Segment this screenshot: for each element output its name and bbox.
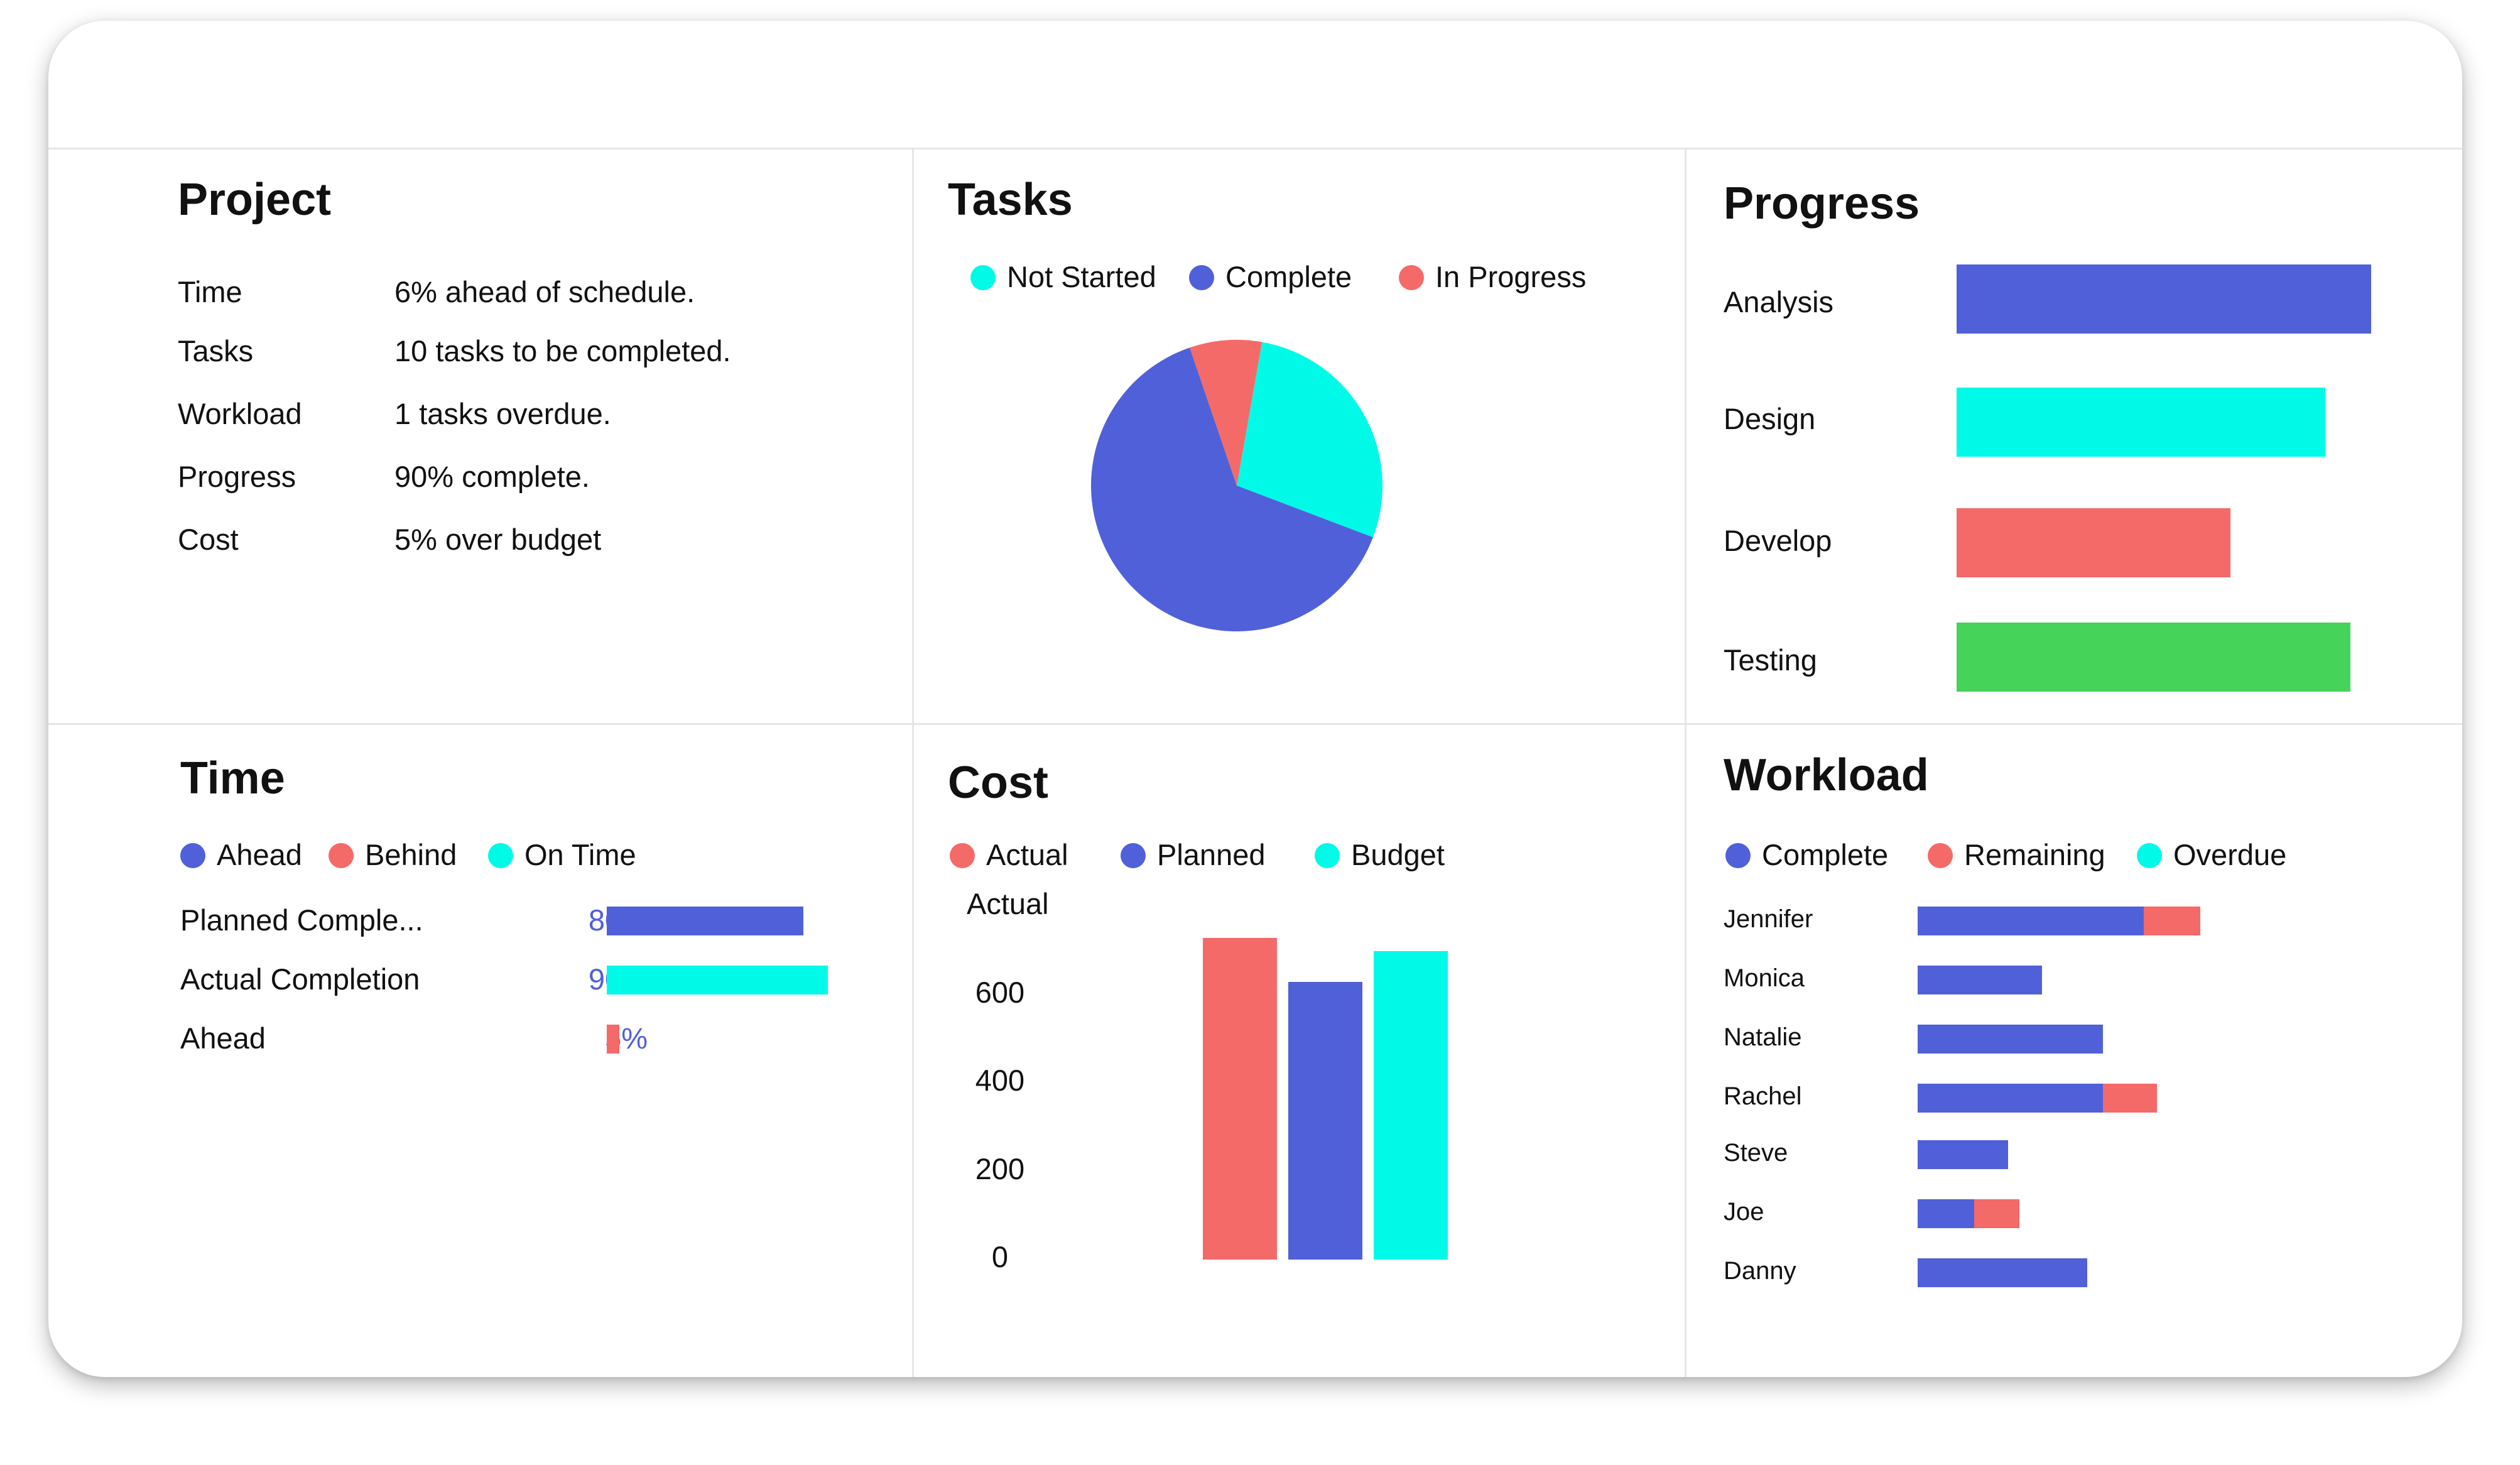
legend-dot-icon <box>1725 843 1751 868</box>
legend-dot-icon <box>1189 265 1214 290</box>
workload-complete-bar <box>1918 907 2144 935</box>
project-row-value: 5% over budget <box>394 523 602 556</box>
progress-label: Design <box>1724 402 1816 435</box>
pie-slice <box>1237 342 1383 538</box>
divider <box>912 150 914 1377</box>
workload-name: Jennifer <box>1724 905 1813 933</box>
project-row-label: Cost <box>178 523 239 556</box>
cost-y-tick: 600 <box>975 976 1025 1009</box>
time-row-label: Planned Comple... <box>180 903 423 937</box>
legend-label: Budget <box>1351 838 1445 871</box>
legend-label: Actual <box>986 838 1068 871</box>
workload-name: Steve <box>1724 1139 1788 1167</box>
workload-name: Rachel <box>1724 1082 1802 1110</box>
legend-label: Complete <box>1225 260 1352 293</box>
workload-complete-bar <box>1918 1199 1974 1228</box>
project-row-label: Time <box>178 275 242 308</box>
project-row-value: 10 tasks to be completed. <box>394 334 731 368</box>
divider <box>1685 150 1686 1377</box>
time-title: Time <box>180 753 285 803</box>
legend-dot-icon <box>1928 843 1953 868</box>
legend-label: Not Started <box>1007 260 1156 293</box>
tasks-pie-chart <box>1091 339 1383 631</box>
workload-remaining-bar <box>2103 1084 2157 1113</box>
dashboard-card: Project Time 6% ahead of schedule. Tasks 10… <box>48 21 2462 1377</box>
pie-slice <box>1190 339 1263 486</box>
time-row-label: Ahead <box>180 1021 266 1055</box>
workload-remaining-bar <box>1974 1199 2019 1228</box>
workload-complete-bar <box>1918 1258 2087 1287</box>
legend-label: Planned <box>1157 838 1266 871</box>
workload-complete-bar <box>1918 966 2042 994</box>
legend-dot-icon <box>1121 843 1146 868</box>
legend-dot-icon <box>1399 265 1424 290</box>
legend-dot-icon <box>488 843 513 868</box>
workload-name: Natalie <box>1724 1023 1802 1051</box>
workload-title: Workload <box>1724 750 1929 800</box>
progress-bar <box>1957 623 2350 692</box>
tasks-title: Tasks <box>948 175 1073 225</box>
legend-label: Overdue <box>2173 838 2287 871</box>
cost-bar <box>1288 982 1362 1260</box>
workload-remaining-bar <box>2144 907 2200 935</box>
progress-bar <box>1957 508 2230 577</box>
workload-name: Joe <box>1724 1198 1764 1226</box>
cost-title: Cost <box>948 758 1048 808</box>
workload-complete-bar <box>1918 1084 2103 1113</box>
time-bar <box>607 966 828 994</box>
project-row-label: Workload <box>178 397 302 430</box>
cost-y-tick: 0 <box>991 1240 1009 1273</box>
legend-dot-icon <box>970 265 996 290</box>
workload-name: Danny <box>1724 1257 1796 1285</box>
progress-bar <box>1957 388 2325 457</box>
project-row-value: 1 tasks overdue. <box>394 397 611 430</box>
pie-slice <box>1091 347 1373 631</box>
project-title: Project <box>178 175 332 225</box>
time-row-percent: 5% <box>605 1021 648 1055</box>
progress-title: Progress <box>1724 178 1920 229</box>
legend-label: In Progress <box>1435 260 1587 293</box>
workload-name: Monica <box>1724 964 1805 992</box>
legend-dot-icon <box>2137 843 2162 868</box>
progress-bar <box>1957 264 2371 334</box>
cost-axis-title: Actual <box>967 887 1049 920</box>
legend-label: Complete <box>1762 838 1889 871</box>
legend-dot-icon <box>1315 843 1340 868</box>
cost-bar <box>1203 938 1277 1260</box>
progress-label: Develop <box>1724 524 1832 557</box>
progress-label: Testing <box>1724 643 1817 677</box>
legend-dot-icon <box>329 843 354 868</box>
legend-label: Remaining <box>1964 838 2105 871</box>
project-row-value: 90% complete. <box>394 460 590 493</box>
project-row-label: Tasks <box>178 334 254 368</box>
legend-dot-icon <box>950 843 975 868</box>
workload-complete-bar <box>1918 1140 2008 1169</box>
divider <box>48 723 2462 725</box>
legend-label: Ahead <box>217 838 302 871</box>
time-bar <box>607 1025 619 1054</box>
project-row-value: 6% ahead of schedule. <box>394 275 695 308</box>
legend-label: Behind <box>365 838 457 871</box>
cost-y-tick: 200 <box>975 1152 1025 1185</box>
cost-y-tick: 400 <box>975 1064 1025 1097</box>
cost-bar <box>1374 951 1448 1260</box>
workload-complete-bar <box>1918 1025 2103 1054</box>
progress-label: Analysis <box>1724 285 1834 319</box>
project-row-label: Progress <box>178 460 296 493</box>
header-bar <box>48 21 2462 150</box>
time-row-label: Actual Completion <box>180 962 420 996</box>
time-bar <box>607 907 803 935</box>
legend-label: On Time <box>524 838 636 871</box>
legend-dot-icon <box>180 843 205 868</box>
